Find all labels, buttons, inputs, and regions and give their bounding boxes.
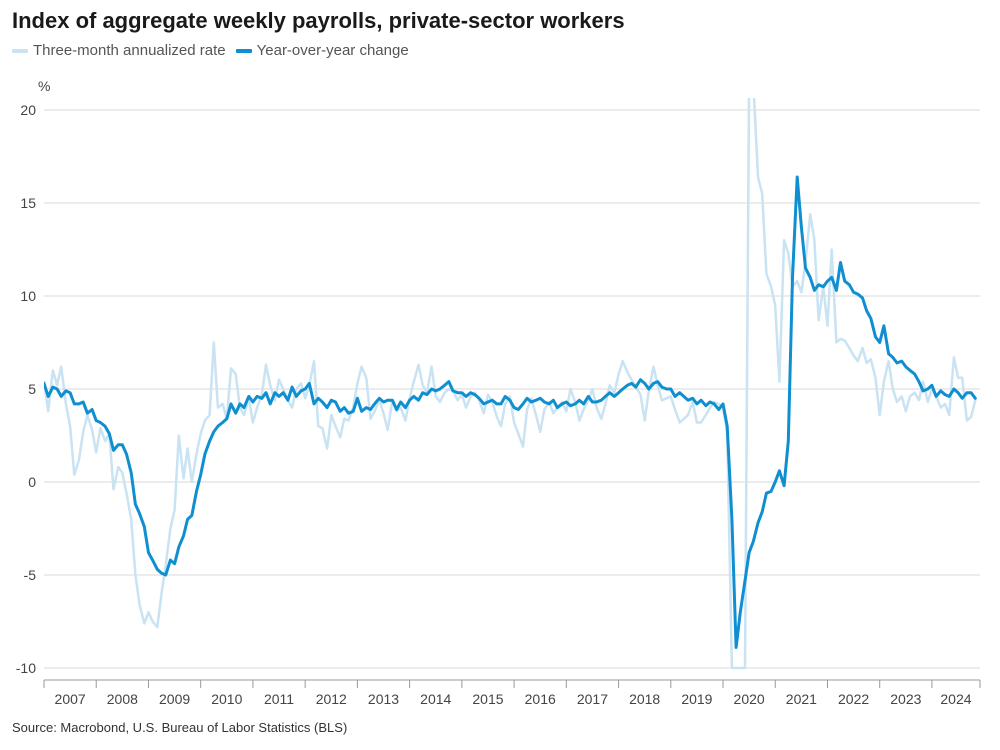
- x-tick-label: 2018: [629, 691, 660, 707]
- y-axis-unit: %: [38, 78, 51, 94]
- x-tick-label: 2008: [107, 691, 138, 707]
- x-tick-label: 2011: [264, 691, 294, 707]
- x-tick-label: 2012: [316, 691, 347, 707]
- x-tick-label: 2007: [55, 691, 86, 707]
- series-three-month-line: [44, 98, 977, 670]
- series-year-over-year-line: [44, 175, 977, 649]
- x-tick-label: 2015: [472, 691, 503, 707]
- x-tick-label: 2019: [681, 691, 712, 707]
- y-tick-label: 5: [28, 381, 36, 397]
- legend: Three-month annualized rate Year-over-ye…: [12, 42, 419, 59]
- y-tick-label: 20: [20, 102, 36, 118]
- x-tick-label: 2017: [577, 691, 608, 707]
- x-tick-label: 2020: [734, 691, 765, 707]
- legend-label-year-over-year: Year-over-year change: [256, 42, 409, 59]
- x-tick-label: 2021: [786, 691, 817, 707]
- source-note: Source: Macrobond, U.S. Bureau of Labor …: [12, 720, 348, 735]
- x-tick-label: 2014: [420, 691, 451, 707]
- x-tick-label: 2013: [368, 691, 399, 707]
- legend-swatch-year-over-year: [235, 48, 252, 53]
- y-axis-ticks: 20 15 10 5 0 -5 -10: [16, 102, 36, 676]
- legend-label-three-month: Three-month annualized rate: [33, 42, 226, 59]
- x-tick-label: 2016: [525, 691, 556, 707]
- y-tick-label: 0: [28, 474, 36, 490]
- legend-item-year-over-year: Year-over-year change: [235, 42, 409, 59]
- y-tick-label: 10: [20, 288, 36, 304]
- x-tick-label: 2024: [940, 691, 971, 707]
- y-tick-label: 15: [20, 195, 36, 211]
- y-tick-label: -5: [24, 567, 37, 583]
- legend-item-three-month: Three-month annualized rate: [12, 42, 226, 59]
- x-tick-label: 2009: [159, 691, 190, 707]
- chart-title: Index of aggregate weekly payrolls, priv…: [12, 8, 625, 33]
- x-tick-label: 2010: [211, 691, 242, 707]
- y-tick-label: -10: [16, 660, 36, 676]
- gridlines: [44, 109, 980, 681]
- x-axis-ticks: 2007 2008 2009 2010 2011 2012 2013 2014 2015 2016…: [43, 680, 981, 707]
- legend-swatch-three-month: [12, 48, 28, 53]
- x-tick-label: 2023: [890, 691, 921, 707]
- series-lines: [44, 98, 977, 670]
- x-tick-label: 2022: [838, 691, 869, 707]
